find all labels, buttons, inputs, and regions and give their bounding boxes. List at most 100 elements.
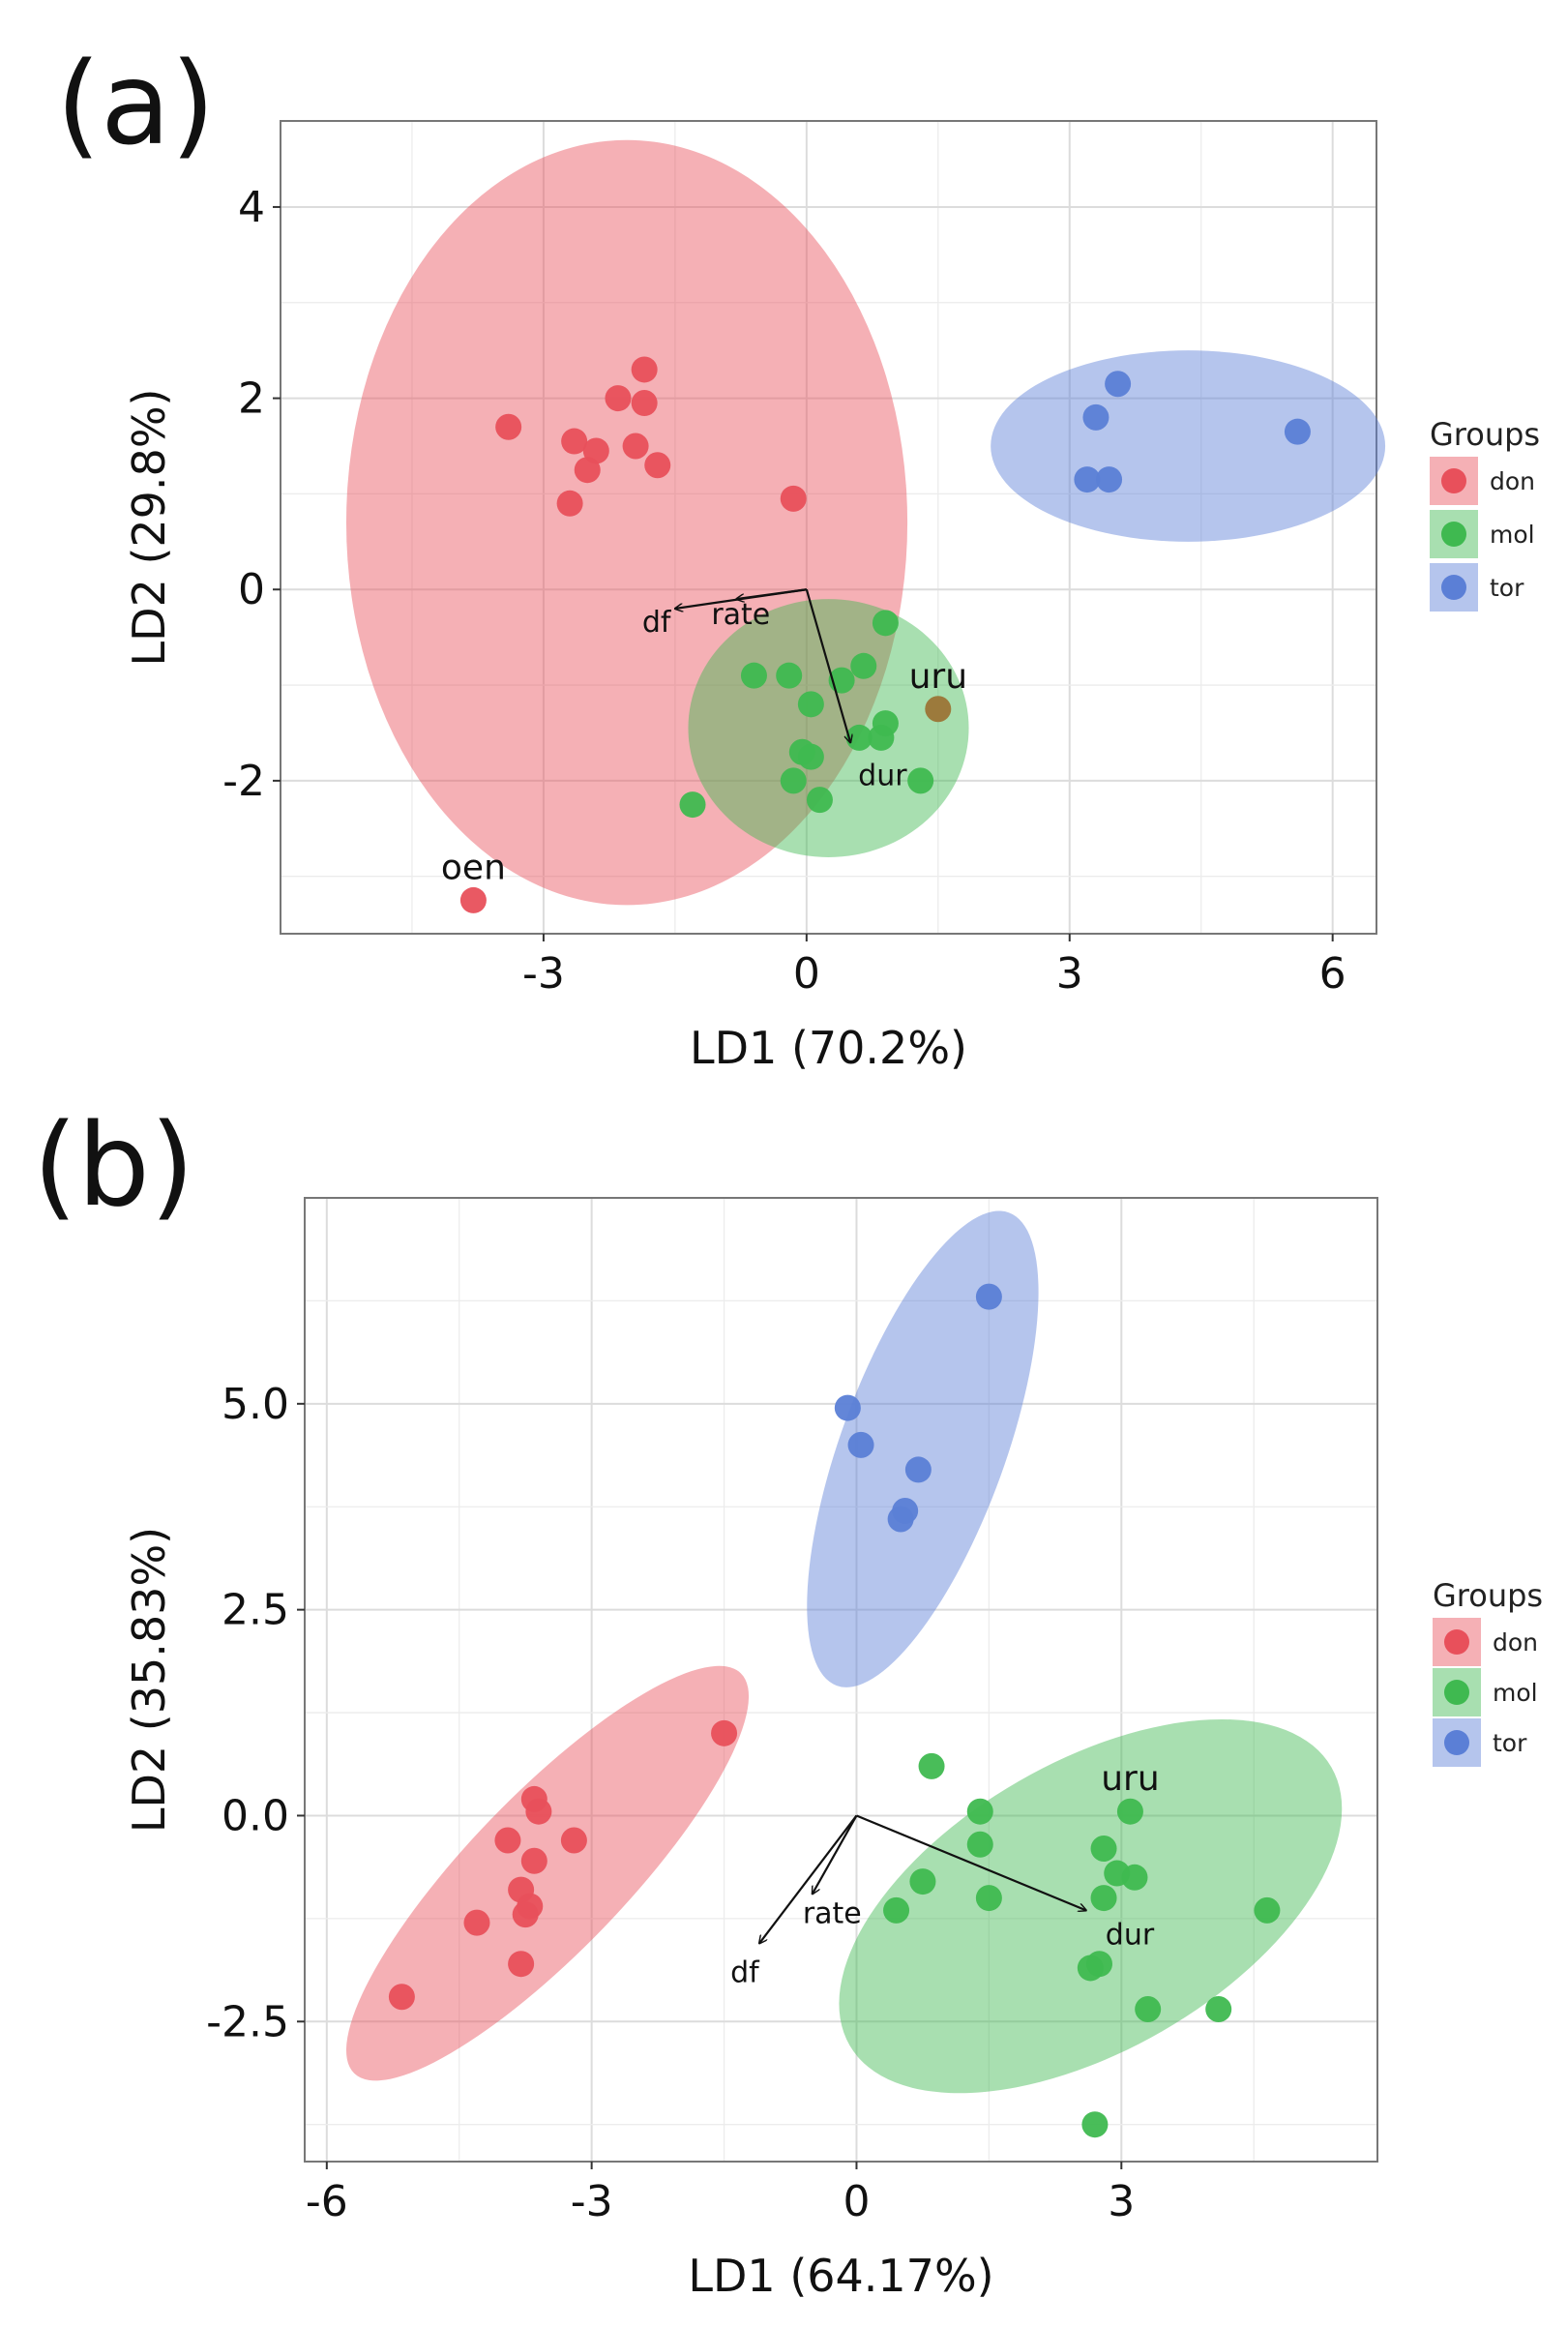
y-tick-label: 5.0 [222,1380,289,1429]
series-don [388,1719,738,2011]
point-don [556,490,583,517]
x-tick-label: -6 [306,2177,348,2226]
y-axis-title: LD2 (35.83%) [123,1527,175,1833]
point-mol [1090,1885,1117,1912]
point-mol [776,662,803,689]
y-tick-label: 0 [238,565,265,614]
point-don [711,1719,738,1746]
point-tor [975,1283,1002,1310]
legend-swatch-tor [1441,575,1466,600]
annotation-oen: oen [441,848,506,887]
point-don [780,485,807,512]
point-mol [797,743,824,770]
point-don [605,385,632,412]
loading-label-rate: rate [711,598,770,632]
point-tor [847,1431,874,1458]
series-mol [883,1752,1281,2138]
point-tor [887,1506,914,1533]
loading-label-dur: dur [1106,1918,1155,1952]
point-mol [918,1752,945,1779]
legend-title: Groups [1430,416,1540,453]
legend-swatch-mol [1441,522,1466,547]
point-mol [850,652,877,679]
loading-arrow-rate [813,1814,858,1894]
point-mol [966,1798,993,1825]
ellipse-don [345,1665,750,2081]
point-mol [797,691,824,718]
ellipse-tor [991,350,1386,542]
loading-arrow-rate [736,588,807,599]
point-mol [1254,1896,1281,1924]
point-mol [1116,1798,1143,1825]
x-axis-title: LD1 (64.17%) [688,2250,993,2302]
legend-label-mol: mol [1493,1679,1538,1707]
y-tick-label: 4 [238,183,265,232]
series-don [459,356,807,913]
point-don [508,1951,535,1978]
gridlines [280,121,1376,934]
x-tick-label: -3 [571,2177,613,2226]
panel-a: (a) uru oen df rate dur -3 0 3 6 -2 0 2 4 LD1 (70.2%) L… [56,37,1540,1074]
point-tor [1105,371,1132,398]
loading-arrow-df [759,1814,858,1943]
legend-swatch-mol [1444,1680,1469,1705]
legend-label-don: don [1493,1628,1538,1656]
y-tick-label: 2 [238,374,265,424]
point-don [561,428,588,455]
point-mol [1135,1996,1162,2023]
legend-swatch-tor [1444,1730,1469,1755]
point-mol [907,767,934,794]
point-don [463,1909,490,1936]
x-tick-label: 3 [1108,2177,1135,2226]
point-tor [1284,418,1311,445]
ellipse-tor [807,1210,1039,1687]
legend-swatch-don [1444,1629,1469,1655]
legend-label-don: don [1490,467,1535,495]
ellipse-don [345,139,908,906]
x-axis-title: LD1 (70.2%) [690,1022,967,1074]
x-tick-label: 0 [793,949,820,999]
y-tick-label: 2.5 [222,1586,289,1635]
point-mol [1081,2111,1109,2138]
panel-b: (b) uru df rate dur -6 -3 0 3 -2.5 0.0 2.5 5.0 LD1 (6… [33,1098,1543,2302]
point-tor [1096,466,1123,493]
y-tick-label: 0.0 [222,1791,289,1840]
point-mol [740,662,767,689]
point-don [459,886,487,913]
x-tick-label: -3 [522,949,565,999]
y-tick-label: -2.5 [206,1997,289,2046]
point-don [574,457,601,484]
point-mol [883,1896,910,1924]
point-mol [679,791,706,819]
panel-label: (a) [56,37,215,170]
point-don [644,452,671,479]
point-mol [1085,1951,1112,1978]
point-don [525,1798,552,1825]
legend-title: Groups [1433,1577,1543,1614]
annotation-uru: uru [1101,1759,1159,1799]
series-tor [834,1283,1002,1533]
point-don [388,1984,415,2011]
point-mol [966,1831,993,1858]
plot-border [304,1197,1378,2163]
legend-label-mol: mol [1490,521,1535,549]
x-tick-label: 3 [1056,949,1083,999]
ellipse-mol [688,599,969,857]
point-tor [1082,403,1109,431]
loading-label-df: df [642,606,672,640]
point-tor [904,1456,932,1483]
legend: Groups don mol tor [1433,1577,1543,1767]
point-tor [834,1394,861,1421]
point-mol [1121,1864,1148,1891]
x-tick-label: 6 [1319,949,1346,999]
ellipse-mol [839,1718,1343,2094]
loading-arrow-dur [805,588,850,742]
legend-label-tor: tor [1493,1729,1527,1757]
point-don [622,433,649,460]
point-mol [806,787,833,814]
point-don [495,413,522,440]
point-don [494,1827,521,1854]
point-mol [780,767,807,794]
point-don [560,1827,587,1854]
loading-label-df: df [730,1955,760,1989]
